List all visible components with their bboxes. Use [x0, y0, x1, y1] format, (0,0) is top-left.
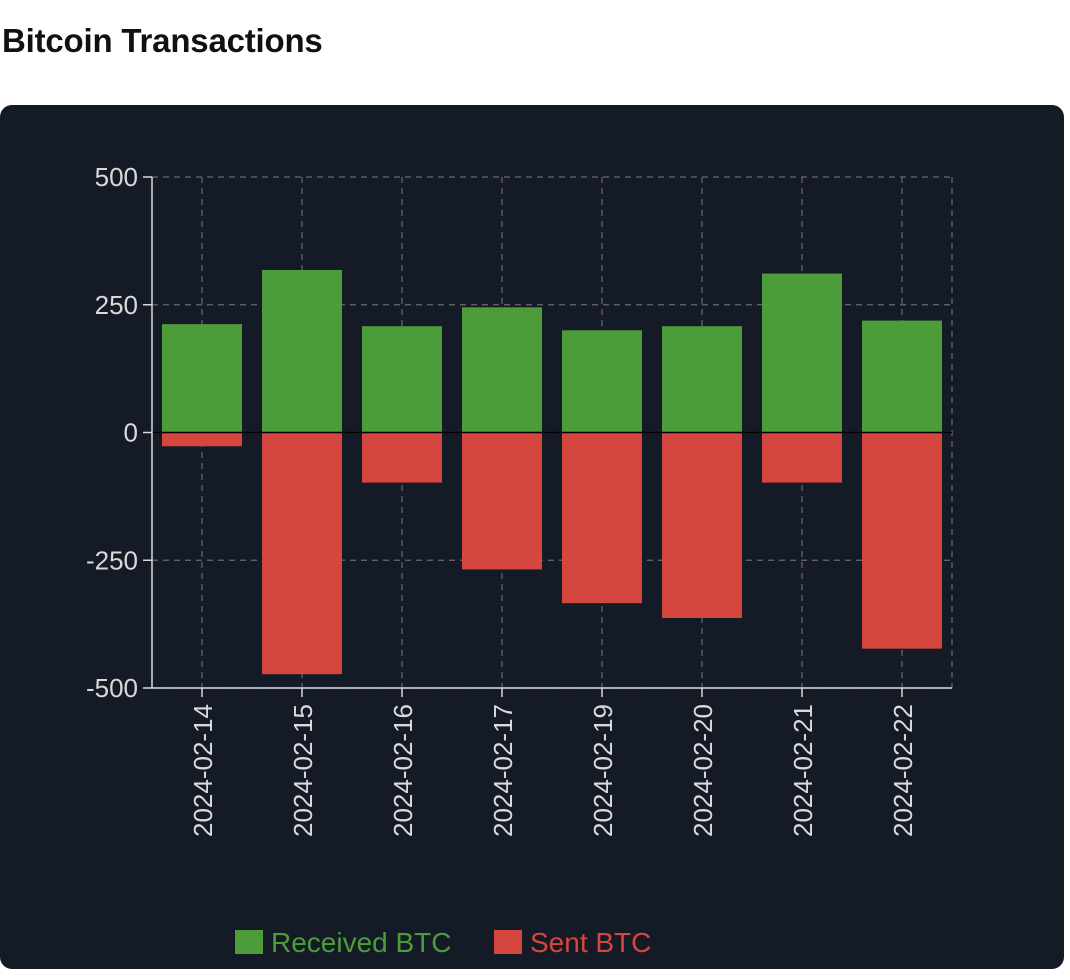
bar-sent-2024-02-21: [762, 432, 842, 483]
legend-swatch: [235, 930, 263, 954]
y-tick-label: -500: [86, 673, 138, 703]
bar-sent-2024-02-22: [862, 432, 942, 649]
bar-received-2024-02-20: [662, 326, 742, 433]
y-tick-label: 0: [124, 418, 138, 448]
legend-label: Sent BTC: [530, 927, 651, 958]
legend-label: Received BTC: [271, 927, 452, 958]
bar-received-2024-02-14: [162, 324, 242, 433]
x-tick-label: 2024-02-22: [888, 704, 918, 837]
axes: 500 250 0 -250 -500 2024-02-14 2024-02-15 2024-…: [86, 162, 952, 837]
x-tick-label: 2024-02-15: [288, 704, 318, 837]
y-tick-label: -250: [86, 545, 138, 575]
legend-item-sent[interactable]: Sent BTC: [494, 927, 651, 958]
bar-received-2024-02-15: [262, 270, 342, 433]
legend: Received BTC Sent BTC: [235, 927, 651, 958]
x-tick-label: 2024-02-16: [388, 704, 418, 837]
page-title: Bitcoin Transactions: [2, 22, 323, 59]
bar-received-2024-02-21: [762, 273, 842, 433]
chart-card: 500 250 0 -250 -500 2024-02-14 2024-02-15 2024-…: [0, 105, 1064, 969]
bar-received-2024-02-17: [462, 307, 542, 433]
x-tick-label: 2024-02-14: [188, 704, 218, 837]
bar-received-2024-02-22: [862, 320, 942, 433]
x-tick-label: 2024-02-20: [688, 704, 718, 837]
bar-sent-2024-02-17: [462, 432, 542, 570]
bar-chart: 500 250 0 -250 -500 2024-02-14 2024-02-15 2024-…: [86, 162, 953, 958]
y-tick-label: 500: [95, 162, 138, 192]
x-tick-label: 2024-02-17: [488, 704, 518, 837]
bar-sent-2024-02-20: [662, 432, 742, 618]
bar-sent-2024-02-19: [562, 432, 642, 604]
bar-received-2024-02-16: [362, 326, 442, 433]
bar-sent-2024-02-16: [362, 432, 442, 483]
y-tick-label: 250: [95, 290, 138, 320]
bar-sent-2024-02-14: [162, 432, 242, 447]
bars: [162, 270, 942, 675]
bar-received-2024-02-19: [562, 330, 642, 433]
bar-sent-2024-02-15: [262, 432, 342, 675]
legend-swatch: [494, 930, 522, 954]
x-tick-label: 2024-02-21: [788, 704, 818, 837]
x-tick-label: 2024-02-19: [588, 704, 618, 837]
legend-item-received[interactable]: Received BTC: [235, 927, 452, 958]
